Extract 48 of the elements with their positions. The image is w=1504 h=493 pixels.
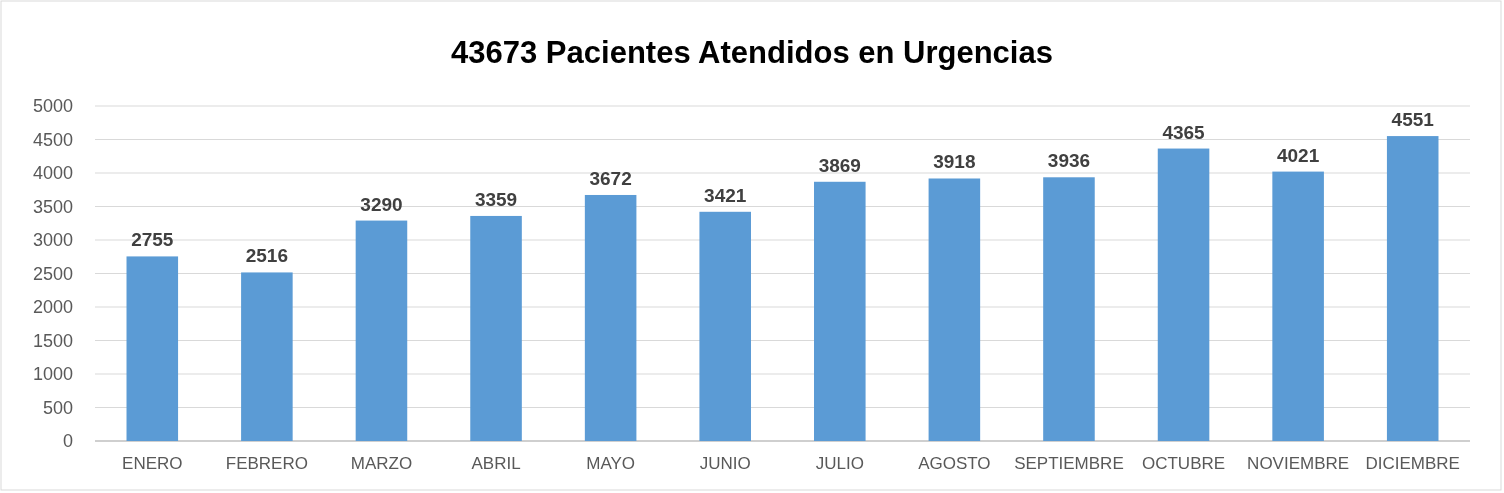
x-tick-label: DICIEMBRE [1365, 454, 1460, 473]
x-tick-label: OCTUBRE [1141, 454, 1226, 473]
bar [1386, 136, 1439, 441]
data-label: 2755 [131, 229, 174, 251]
data-label: 2516 [245, 245, 289, 267]
x-tick-label: FEBRERO [225, 454, 308, 473]
x-tick-label: ABRIL [471, 454, 521, 473]
x-tick-label: AGOSTO [918, 454, 991, 473]
bar [355, 220, 408, 441]
x-tick-label: ENERO [122, 454, 183, 473]
bar [928, 178, 981, 441]
y-tick-label: 1500 [32, 330, 73, 351]
bar [1272, 171, 1324, 441]
bar [1157, 148, 1210, 441]
bar [470, 215, 522, 441]
bar [584, 194, 637, 441]
data-label: 3672 [589, 167, 632, 189]
y-tick-label: 4500 [32, 129, 73, 150]
chart-title: 43673 Pacientes Atendidos en Urgencias [451, 35, 1053, 70]
data-label: 3936 [1047, 150, 1091, 172]
x-tick-label: NOVIEMBRE [1247, 454, 1350, 473]
y-tick-label: 1000 [32, 364, 73, 385]
x-tick-label: SEPTIEMBRE [1014, 454, 1124, 473]
x-tick-label: MARZO [350, 454, 413, 473]
data-label: 3869 [818, 154, 861, 176]
x-tick-label: MAYO [586, 454, 636, 473]
y-tick-label: 5000 [32, 96, 73, 117]
y-tick-label: 2000 [32, 297, 73, 318]
bar [1043, 177, 1095, 441]
bar [814, 181, 866, 441]
x-tick-label: JUNIO [699, 454, 751, 473]
data-label: 3421 [704, 184, 747, 206]
y-tick-label: 0 [62, 431, 73, 452]
bar [126, 256, 179, 441]
bar [241, 272, 293, 441]
y-tick-label: 2500 [32, 263, 73, 284]
data-label: 4551 [1391, 109, 1435, 131]
data-label: 4365 [1162, 121, 1206, 143]
data-label: 3359 [474, 188, 518, 210]
y-tick-label: 3500 [32, 196, 73, 217]
data-label: 3918 [933, 151, 976, 173]
data-label: 3290 [360, 193, 403, 215]
x-tick-label: JULIO [815, 454, 864, 473]
y-tick-label: 3000 [32, 230, 73, 251]
y-tick-label: 4000 [32, 163, 73, 184]
y-tick-label: 500 [42, 397, 73, 418]
data-label: 4021 [1276, 144, 1320, 166]
bar [699, 211, 751, 441]
